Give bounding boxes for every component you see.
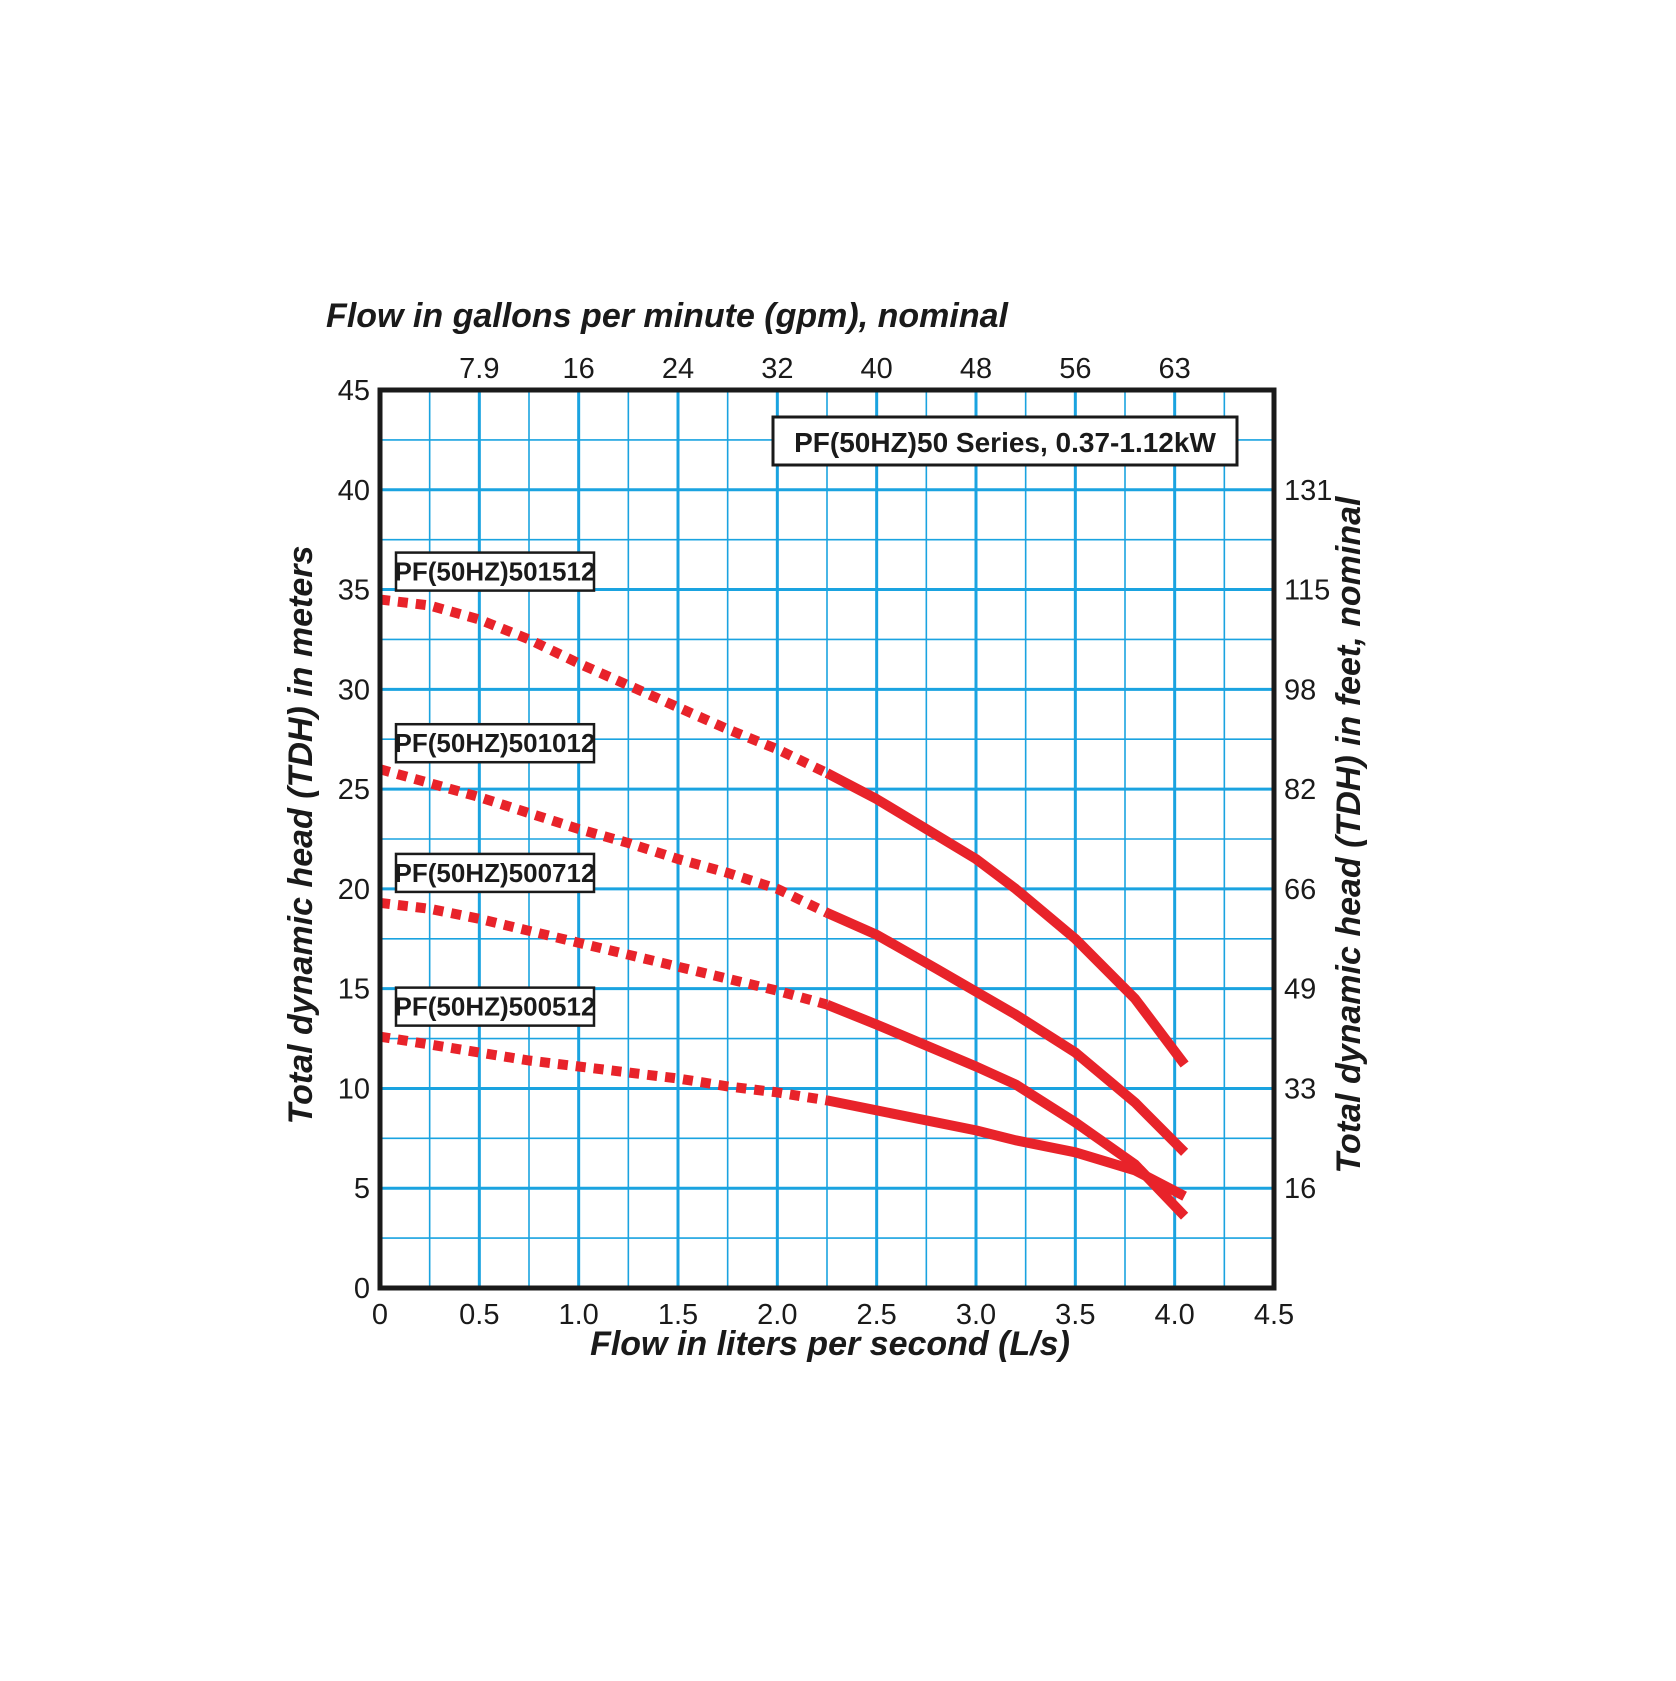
y-tick-label: 5 <box>354 1173 370 1205</box>
x2-tick-label: 7.9 <box>459 353 499 385</box>
y2-tick-label: 131 <box>1284 475 1332 507</box>
x2-tick-label: 32 <box>761 353 793 385</box>
series-label-box <box>394 986 596 1027</box>
x-tick-label: 4.5 <box>1254 1299 1294 1331</box>
y-tick-label: 25 <box>338 774 370 806</box>
plot-frame <box>377 387 1277 1291</box>
series-label-text: PF(50HZ)501012 <box>395 728 596 758</box>
y2-tick-label: 49 <box>1284 974 1316 1006</box>
x2-tick-label: 63 <box>1159 353 1191 385</box>
y-tick-label: 35 <box>338 575 370 607</box>
x-tick-label: 0 <box>372 1299 388 1331</box>
frame-layer <box>377 387 1277 1291</box>
series-2-dotted <box>379 897 829 1010</box>
series-3-solid <box>826 1095 1187 1201</box>
series-3-dotted <box>379 1031 828 1106</box>
series-1-dotted <box>378 764 830 918</box>
series-0-solid <box>824 768 1189 1068</box>
y-tick-label: 15 <box>338 974 370 1006</box>
series-label-box <box>394 852 596 894</box>
x2-axis-title: Flow in gallons per minute (gpm), nomina… <box>326 297 1009 335</box>
series-label-0: PF(50HZ)501512 <box>394 551 596 592</box>
x2-tick-label: 48 <box>960 353 992 385</box>
series-1-solid <box>824 908 1189 1156</box>
y2-axis-title: Total dynamic head (TDH) in feet, nomina… <box>1330 495 1368 1173</box>
y-axis-title: Total dynamic head (TDH) in meters <box>282 546 320 1125</box>
y2-tick-label: 16 <box>1284 1173 1316 1205</box>
y2-tick-label: 33 <box>1284 1073 1316 1105</box>
x-tick-label: 1.5 <box>658 1299 698 1331</box>
x-tick-label: 2.0 <box>757 1299 797 1331</box>
series-label-1: PF(50HZ)501012 <box>394 722 596 764</box>
series-label-text: PF(50HZ)501512 <box>395 557 596 587</box>
x2-tick-label: 56 <box>1059 353 1091 385</box>
series-layer <box>378 594 1189 1220</box>
y-tick-label: 0 <box>354 1273 370 1305</box>
tick-layer: 0 0.5 1.0 1.5 2.0 2.5 3.0 3.5 4.0 4.5 0 5 10 15 20 25 30… <box>338 353 1333 1331</box>
y2-tick-label: 98 <box>1284 674 1316 706</box>
y2-tick-label: 66 <box>1284 874 1316 906</box>
x-tick-label: 3.5 <box>1055 1299 1095 1331</box>
x2-tick-label: 40 <box>861 353 893 385</box>
y2-tick-label: 82 <box>1284 774 1316 806</box>
series-2-solid <box>825 999 1189 1220</box>
series-label-box <box>394 551 596 592</box>
series-label-3: PF(50HZ)500512 <box>394 986 596 1027</box>
y-tick-label: 45 <box>338 375 370 407</box>
x-tick-label: 0.5 <box>459 1299 499 1331</box>
series-0-dotted <box>379 594 830 778</box>
y-tick-label: 10 <box>338 1073 370 1105</box>
x-tick-label: 2.5 <box>857 1299 897 1331</box>
x-tick-label: 3.0 <box>956 1299 996 1331</box>
x-tick-label: 4.0 <box>1155 1299 1195 1331</box>
y2-tick-label: 115 <box>1284 575 1330 607</box>
x2-tick-label: 16 <box>563 353 595 385</box>
series-label-text: PF(50HZ)500512 <box>395 992 596 1022</box>
y-tick-label: 40 <box>338 475 370 507</box>
series-label-2: PF(50HZ)500712 <box>394 852 596 894</box>
x-tick-label: 1.0 <box>559 1299 599 1331</box>
legend-layer: PF(50HZ)501512 PF(50HZ)501012 PF(50HZ)5007… <box>394 551 596 1027</box>
series-label-text: PF(50HZ)500712 <box>395 858 596 888</box>
y-tick-label: 30 <box>338 674 370 706</box>
chart-title-box: PF(50HZ)50 Series, 0.37-1.12kW <box>771 415 1239 467</box>
y-tick-label: 20 <box>338 874 370 906</box>
x2-tick-label: 24 <box>662 353 694 385</box>
grid-layer <box>380 390 1274 1288</box>
x-axis-title: Flow in liters per second (L/s) <box>590 1325 1070 1363</box>
chart-title: PF(50HZ)50 Series, 0.37-1.12kW <box>794 427 1216 458</box>
series-label-box <box>394 722 596 764</box>
